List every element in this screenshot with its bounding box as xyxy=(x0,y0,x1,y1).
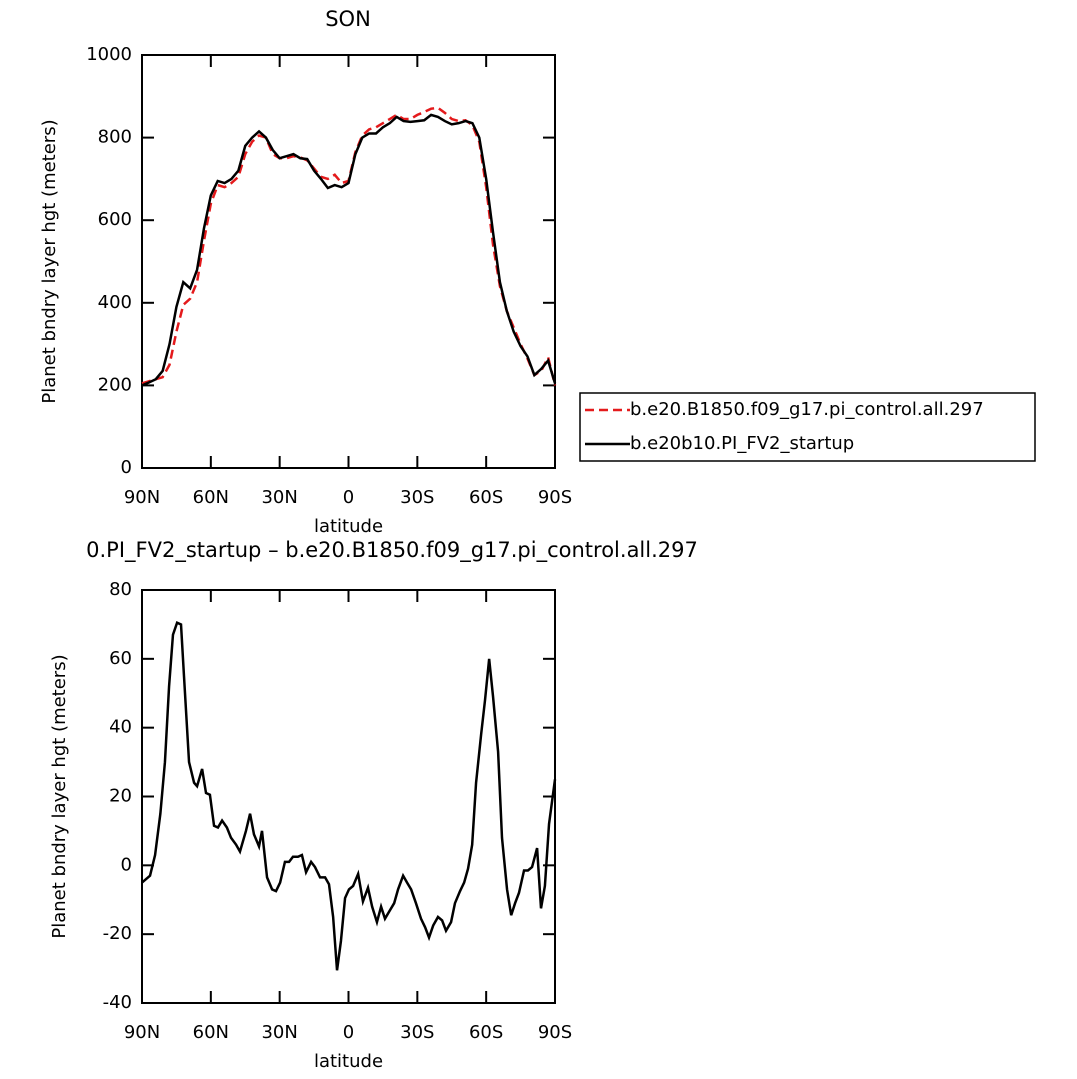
y-tick-label: 600 xyxy=(98,209,132,230)
x-tick-label: 90S xyxy=(538,1022,572,1043)
legend-label: b.e20b10.PI_FV2_startup xyxy=(630,433,854,454)
y-tick-label: 400 xyxy=(98,292,132,313)
y-axis-label: Planet bndry layer hgt (meters) xyxy=(49,654,70,938)
x-tick-label: 60S xyxy=(469,487,503,508)
x-tick-label: 60N xyxy=(193,1022,229,1043)
y-axis-label: Planet bndry layer hgt (meters) xyxy=(39,119,60,403)
y-tick-label: -40 xyxy=(103,992,132,1013)
y-tick-label: 0 xyxy=(121,457,132,478)
x-tick-label: 90S xyxy=(538,487,572,508)
x-tick-label: 0 xyxy=(343,1022,354,1043)
line-series xyxy=(141,106,557,386)
x-tick-label: 0 xyxy=(343,487,354,508)
y-tick-label: 40 xyxy=(109,717,132,738)
y-tick-label: 800 xyxy=(98,127,132,148)
x-tick-label: 30N xyxy=(261,1022,297,1043)
y-tick-label: 1000 xyxy=(86,44,132,65)
y-tick-label: 200 xyxy=(98,374,132,395)
plot-frame xyxy=(141,54,556,469)
legend-label: b.e20.B1850.f09_g17.pi_control.all.297 xyxy=(630,399,984,420)
x-tick-label: 30S xyxy=(400,487,434,508)
y-tick-label: 20 xyxy=(109,786,132,807)
chart-title: SON xyxy=(325,7,371,31)
x-tick-label: 30N xyxy=(261,487,297,508)
line-series xyxy=(141,621,557,971)
x-tick-label: 60S xyxy=(469,1022,503,1043)
x-axis-label: latitude xyxy=(314,1051,383,1072)
chart-title: 0.PI_FV2_startup – b.e20.B1850.f09_g17.p… xyxy=(86,538,698,563)
x-tick-label: 90N xyxy=(124,1022,160,1043)
y-tick-label: -20 xyxy=(103,923,132,944)
line-series xyxy=(141,113,557,387)
y-tick-label: 80 xyxy=(109,579,132,600)
y-tick-label: 0 xyxy=(121,854,132,875)
x-tick-label: 30S xyxy=(400,1022,434,1043)
legend-box xyxy=(579,392,1036,462)
y-tick-label: 60 xyxy=(109,648,132,669)
x-axis-label: latitude xyxy=(314,516,383,537)
plot-frame xyxy=(141,589,556,1004)
x-tick-label: 60N xyxy=(193,487,229,508)
x-tick-label: 90N xyxy=(124,487,160,508)
